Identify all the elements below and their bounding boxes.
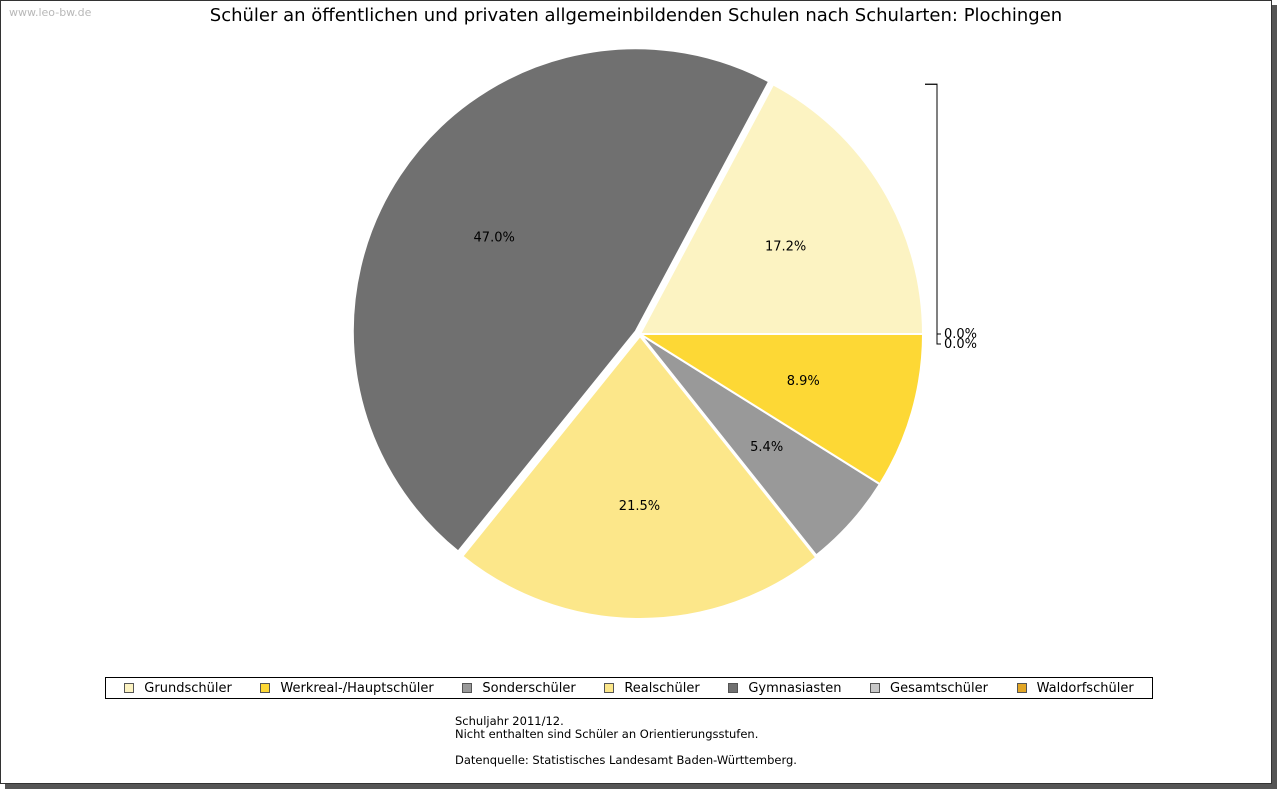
pie-slice-grundschüler (638, 82, 925, 335)
legend-swatch (604, 683, 615, 693)
legend-label: Sonderschüler (482, 680, 576, 696)
chart-title: Schüler an öffentlichen und privaten all… (209, 5, 1063, 26)
legend-item-gymnasiasten: Gymnasiasten (728, 681, 841, 696)
slice-label-sonderschüler: 5.4% (750, 440, 783, 455)
legend-label: Gesamtschüler (890, 680, 988, 696)
chart-legend: Grundschüler Werkreal-/Hauptschüler Sonder… (105, 677, 1153, 699)
legend-swatch (260, 683, 271, 693)
leader-line-gesamtschüler (925, 83, 941, 335)
legend-label: Grundschüler (144, 680, 232, 696)
legend-label: Werkreal-/Hauptschüler (280, 680, 434, 696)
legend-item-sonderschüler: Sonderschüler (462, 680, 576, 696)
pie-slice-gymnasiasten (351, 47, 771, 553)
legend-swatch (462, 683, 473, 693)
legend-swatch (728, 683, 739, 693)
pie-chart: 17.2% 47.0% 21.5% 5.4% 8.9% 0.0%0.0% (351, 47, 977, 620)
legend-item-werkreal-hauptschüler: Werkreal-/Hauptschüler (260, 680, 434, 696)
slice-label-gesamtschüler: 0.0% (944, 327, 977, 342)
legend-item-gesamtschüler: Gesamtschüler (870, 681, 988, 696)
legend-item-realschüler: Realschüler (604, 680, 700, 696)
legend-label: Gymnasiasten (748, 680, 842, 696)
legend-label: Realschüler (624, 680, 700, 696)
note-data-source: Datenquelle: Statistisches Landesamt Bad… (455, 753, 797, 767)
legend-item-grundschüler: Grundschüler (124, 681, 232, 696)
pie-slice-realschüler (460, 334, 818, 620)
slice-label-grundschüler: 17.2% (765, 240, 806, 255)
watermark: www.leo-bw.de (9, 6, 92, 19)
slice-label-gymnasiasten: 47.0% (474, 231, 515, 246)
chart-notes: Schuljahr 2011/12. Nicht enthalten sind … (455, 715, 797, 767)
legend-item-waldorfschüler: Waldorfschüler (1016, 680, 1134, 696)
slice-label-waldorfschüler: 0.0% (944, 337, 977, 352)
note-exclusion: Nicht enthalten sind Schüler an Orientie… (455, 727, 759, 741)
legend-label: Waldorfschüler (1036, 680, 1134, 696)
legend-swatch (1016, 683, 1027, 693)
pie-slice-werkreal-hauptschüler (636, 333, 925, 486)
legend-swatch (870, 683, 881, 693)
leader-line-waldorfschüler (925, 83, 941, 345)
slice-label-werkreal-hauptschüler: 8.9% (787, 374, 820, 389)
legend-swatch (124, 683, 135, 693)
slice-label-realschüler: 21.5% (619, 499, 660, 514)
note-school-year: Schuljahr 2011/12. (455, 714, 564, 728)
